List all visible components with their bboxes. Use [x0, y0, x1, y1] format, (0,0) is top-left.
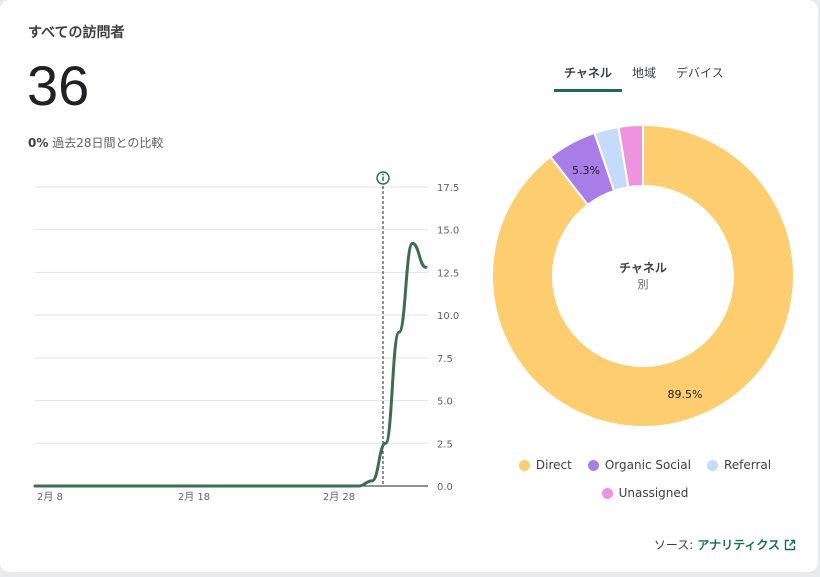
legend-label: Referral	[723, 458, 772, 472]
breakdown-tabs: チャネル 地域 デバイス	[554, 60, 734, 92]
y-tick-label: 15.0	[437, 226, 459, 237]
legend-item-organic-social[interactable]: Organic Social	[587, 458, 691, 472]
donut-data-label: 89.5%	[668, 388, 703, 401]
legend-item-referral[interactable]: Referral	[706, 458, 772, 472]
y-tick-label: 17.5	[437, 183, 459, 194]
legend-row-1: Direct Organic Social Referral	[500, 458, 790, 472]
legend-item-direct[interactable]: Direct	[518, 458, 572, 472]
tab-device[interactable]: デバイス	[676, 66, 724, 80]
comparison-percent: 0%	[28, 136, 49, 150]
y-tick-label: 12.5	[437, 268, 459, 279]
card-title: すべての訪問者	[28, 25, 125, 41]
legend-dot-referral	[706, 459, 718, 471]
info-icon[interactable]	[376, 171, 390, 185]
visitor-count: 36	[27, 54, 90, 117]
x-tick-label: 2月 28	[323, 491, 355, 503]
donut-slice-direct[interactable]	[491, 123, 795, 428]
donut-slice-unassigned[interactable]	[617, 123, 644, 189]
legend-label: Unassigned	[618, 486, 689, 500]
x-tick-label: 2月 8	[37, 491, 63, 503]
comparison-text: 0% 過去28日間との比較	[28, 134, 163, 151]
open-in-new-icon[interactable]	[784, 539, 796, 551]
legend-item-unassigned[interactable]: Unassigned	[601, 486, 689, 500]
legend-label: Organic Social	[604, 458, 691, 472]
donut-legend: Direct Organic Social Referral Unassigne…	[500, 458, 790, 514]
y-tick-label: 0.0	[437, 482, 453, 493]
tab-region[interactable]: 地域	[632, 66, 657, 80]
series-line	[33, 241, 428, 488]
donut-data-label: 5.3%	[572, 164, 600, 177]
tab-channel[interactable]: チャネル	[554, 60, 622, 92]
legend-label: Direct	[535, 458, 572, 472]
visitors-line-chart: 17.5 15.0 12.5 10.0 7.5 5.0 2.5 0.0 2月 8 2月 18 2月 …	[33, 171, 459, 503]
donut-center-title: チャネル	[619, 261, 667, 275]
legend-row-2: Unassigned	[500, 486, 790, 500]
source-prefix: ソース:	[653, 538, 694, 552]
comparison-label: 過去28日間との比較	[52, 136, 164, 150]
y-tick-label: 5.0	[437, 397, 453, 408]
y-tick-label: 7.5	[437, 354, 453, 365]
x-tick-label: 2月 18	[178, 491, 210, 503]
legend-dot-unassigned	[601, 487, 613, 499]
legend-dot-organic-social	[587, 459, 599, 471]
legend-dot-direct	[518, 459, 530, 471]
analytics-link[interactable]: アナリティクス	[697, 538, 780, 552]
y-tick-label: 10.0	[437, 311, 459, 322]
donut-center-subtitle: 別	[638, 278, 649, 291]
y-tick-label: 2.5	[437, 439, 453, 450]
source-attribution: ソース: アナリティクス	[654, 536, 796, 553]
